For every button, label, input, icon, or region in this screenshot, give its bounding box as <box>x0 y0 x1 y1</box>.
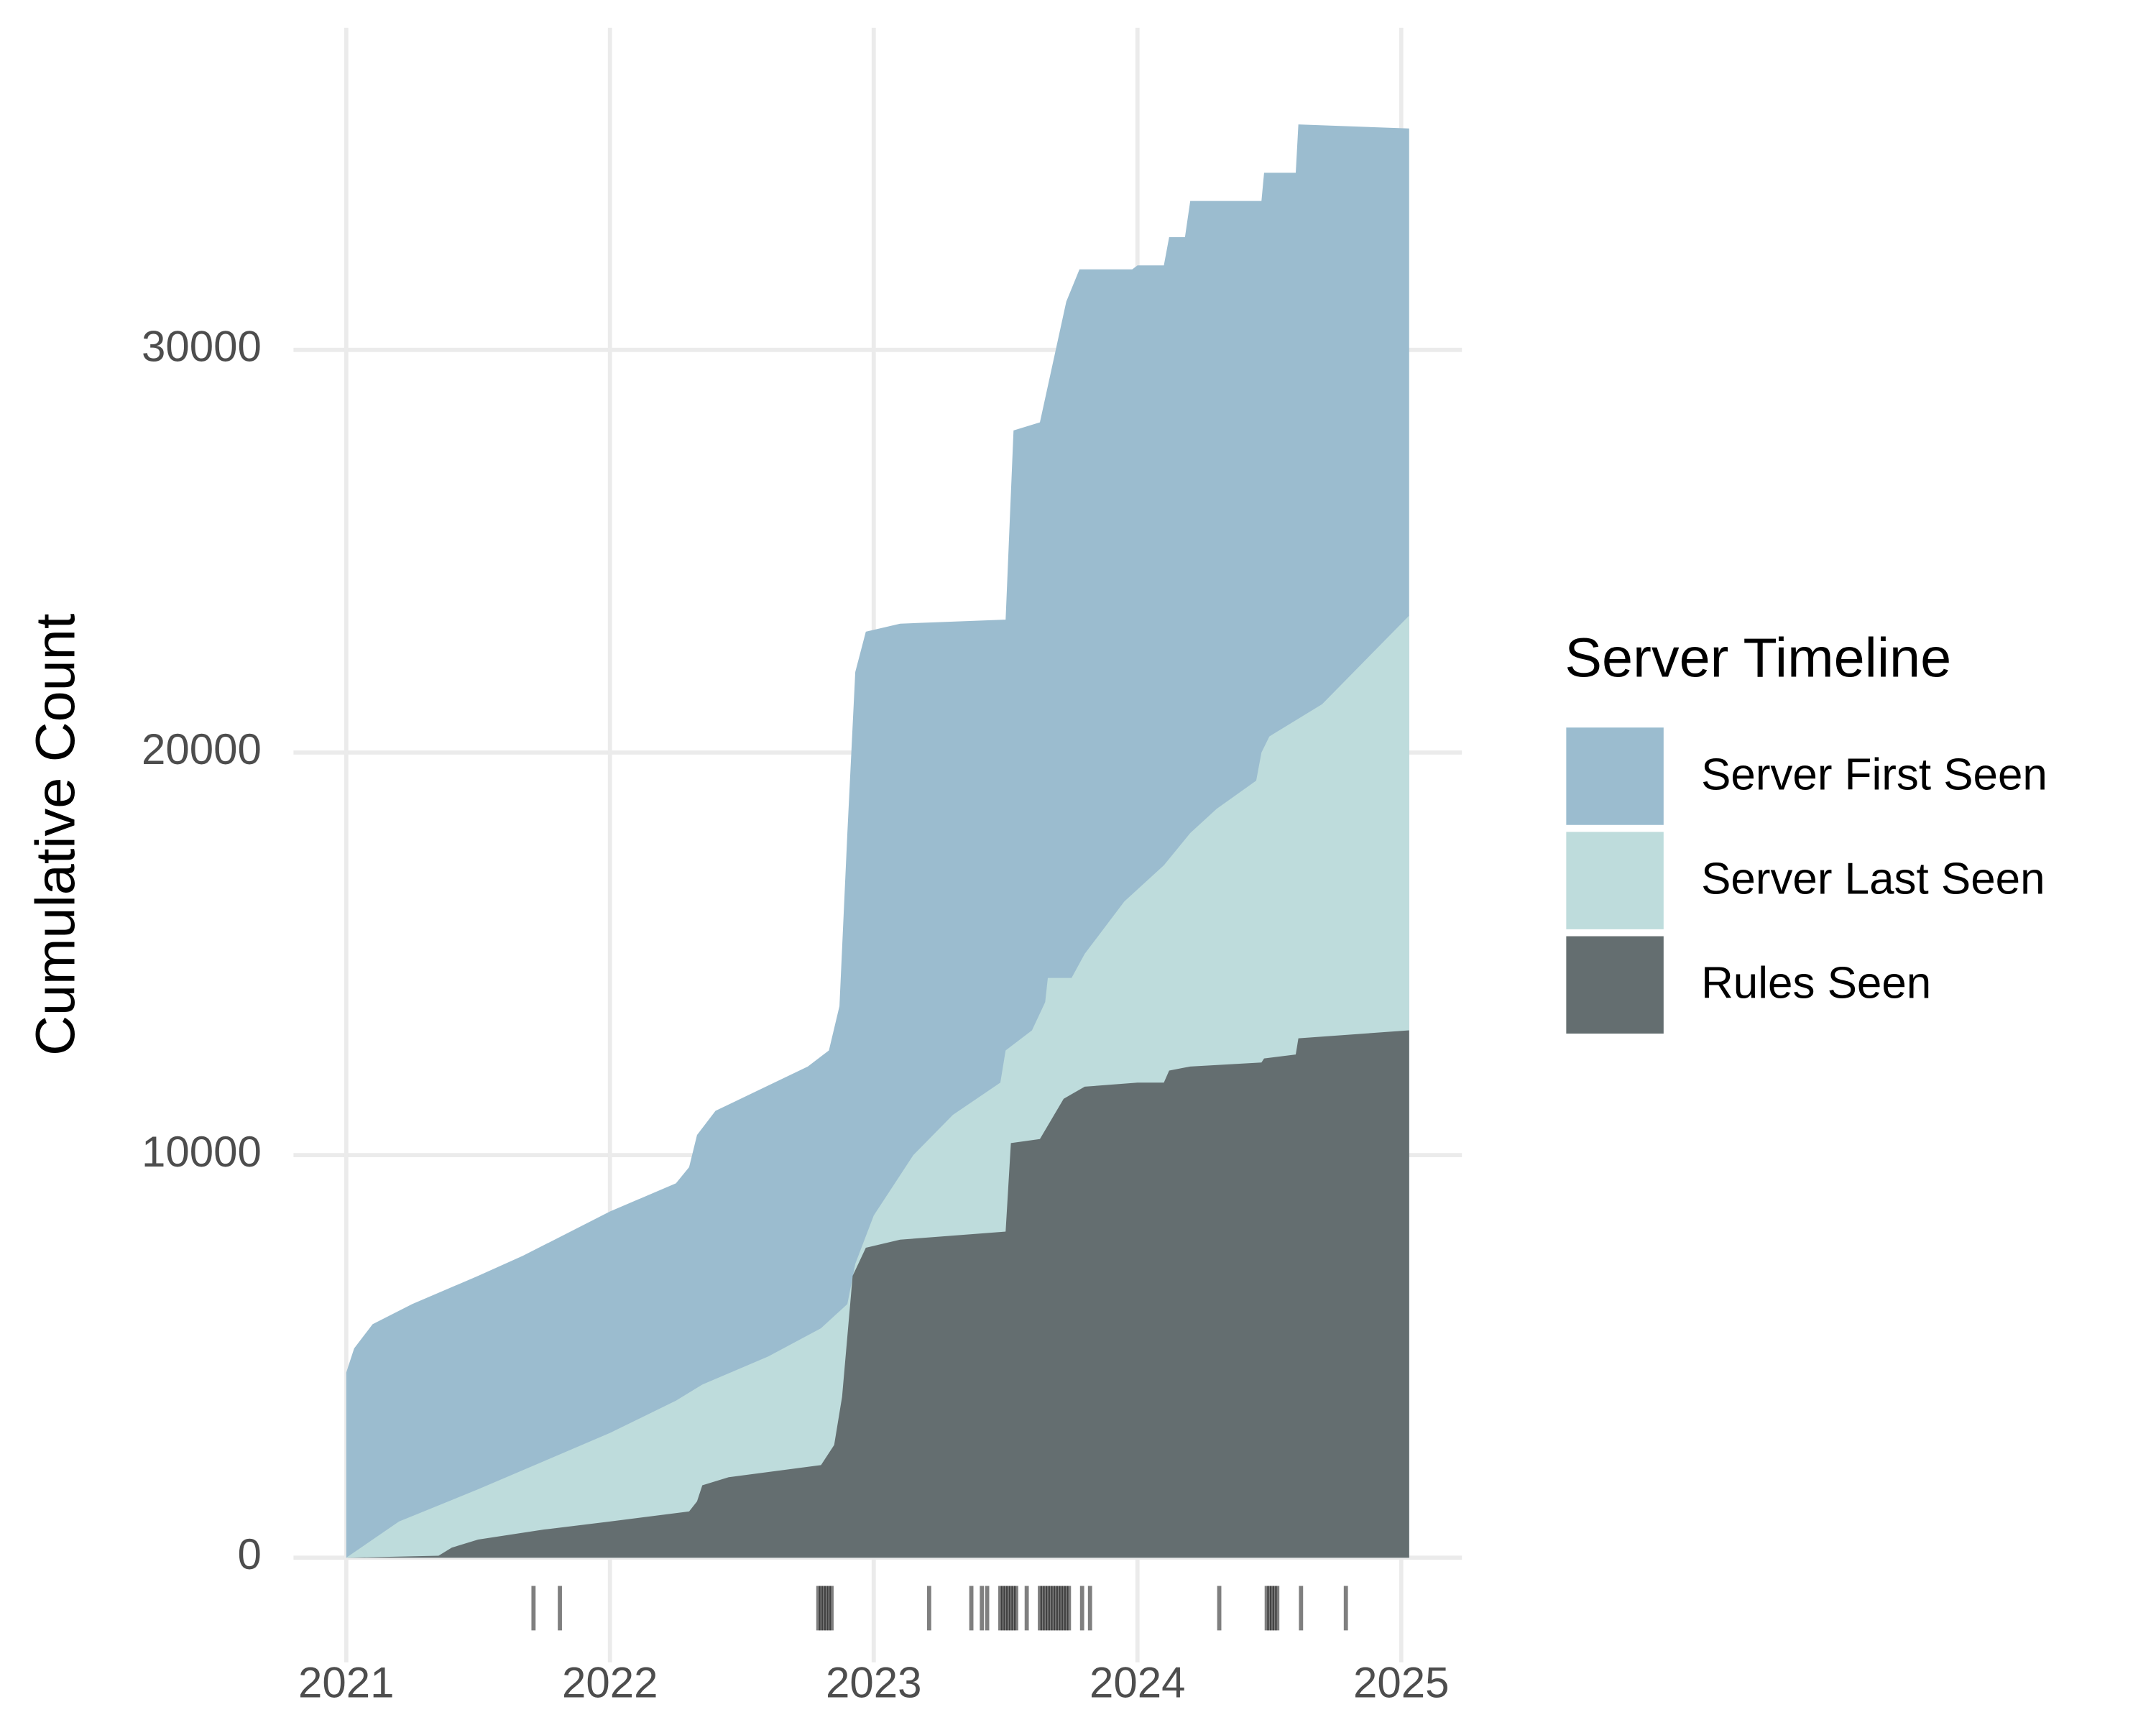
legend-label: Server First Seen <box>1701 750 2047 799</box>
legend-label: Rules Seen <box>1701 959 1931 1008</box>
y-tick-label: 20000 <box>142 725 262 773</box>
legend-key <box>1566 936 1664 1034</box>
areas <box>346 124 1409 1558</box>
labels: 0 10000 20000 30000 2021 2022 2023 2024 2025 <box>142 323 1450 1707</box>
legend-title: Server Timeline <box>1565 627 1951 689</box>
x-tick-label: 2023 <box>826 1659 921 1707</box>
legend-label: Server Last Seen <box>1701 854 2045 903</box>
x-tick-label: 2021 <box>298 1659 394 1707</box>
area <box>346 1030 1409 1558</box>
y-tick-label: 10000 <box>142 1128 262 1176</box>
legend: Server First Seen Server Last Seen Rules S… <box>1566 727 2047 1034</box>
x-tick-label: 2022 <box>562 1659 658 1707</box>
rug <box>531 1586 1348 1631</box>
legend-key <box>1566 832 1664 929</box>
y-tick-label: 30000 <box>142 323 262 371</box>
x-tick-label: 2025 <box>1353 1659 1449 1707</box>
y-tick-label: 0 <box>237 1530 261 1578</box>
y-axis-title: Cumulative Count <box>25 614 87 1056</box>
x-tick-label: 2024 <box>1089 1659 1185 1707</box>
legend-key <box>1566 727 1664 825</box>
